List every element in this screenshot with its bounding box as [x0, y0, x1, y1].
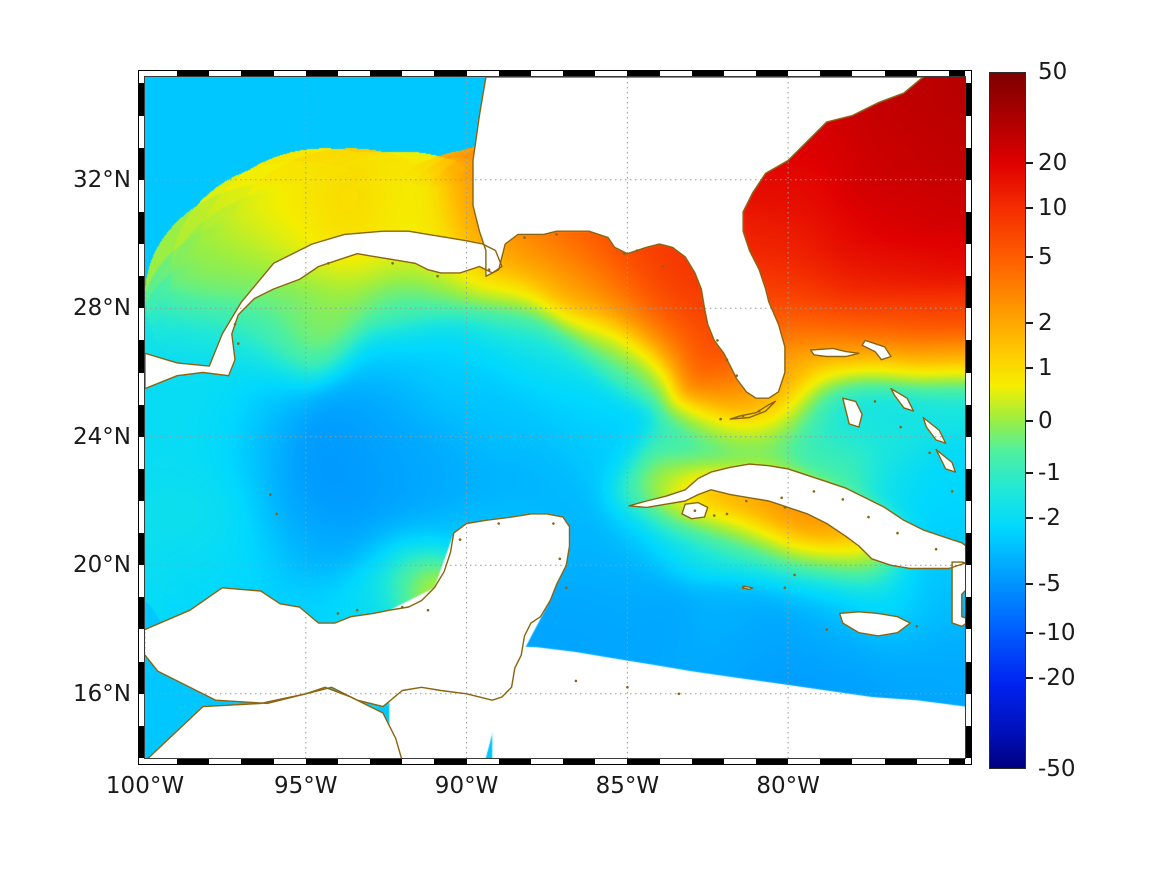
lat-tick-label: 24°N [73, 423, 131, 450]
lat-tick-label: 20°N [73, 552, 131, 579]
lat-tick-label: 16°N [73, 680, 131, 707]
colorbar-tick-label: 0 [1038, 407, 1053, 434]
land-mask-raster [145, 77, 965, 758]
colorbar-tick-mark [1026, 583, 1033, 586]
colorbar-tick-label: 50 [1038, 59, 1068, 85]
colorbar-tick-mark [1026, 517, 1033, 520]
colorbar-tick-label: -10 [1038, 620, 1076, 647]
colorbar-tick-label: 2 [1038, 309, 1053, 336]
colorbar-tick-mark [1026, 255, 1033, 258]
lat-tick-label: 32°N [73, 166, 131, 193]
colorbar-tick-mark [1026, 367, 1033, 370]
axis-frame-right [965, 70, 972, 765]
lat-tick-label: 28°N [73, 295, 131, 322]
colorbar-tick-label: -5 [1038, 571, 1061, 598]
colorbar-tick-label: -50 [1038, 756, 1076, 782]
lon-tick-label: 100°W [105, 773, 185, 799]
colorbar-gradient [989, 72, 1026, 769]
axis-frame-left [138, 70, 145, 765]
colorbar-tick-label: -20 [1038, 665, 1076, 692]
colorbar-tick-mark [1026, 632, 1033, 635]
colorbar-tick-mark [1026, 419, 1033, 422]
colorbar-tick-mark [1026, 321, 1033, 324]
map-plot-area[interactable] [145, 77, 965, 758]
lon-tick-label: 95°W [274, 773, 338, 799]
colorbar-tick-label: 20 [1038, 149, 1068, 176]
map-axes[interactable] [138, 70, 972, 765]
colorbar[interactable]: 50 20 10 5 2 1 0 -1 -2 -5 -10 -20 -50 [989, 59, 1076, 782]
axis-frame-bottom [138, 758, 972, 765]
colorbar-tick-mark [1026, 677, 1033, 680]
lon-tick-label: 80°W [756, 773, 820, 799]
lon-tick-label: 90°W [434, 773, 499, 799]
lon-tick-label: 85°W [595, 773, 660, 799]
colorbar-tick-label: -1 [1038, 459, 1061, 486]
colorbar-tick-mark [1026, 206, 1033, 209]
colorbar-tick-label: 1 [1038, 355, 1053, 382]
colorbar-tick-label: -2 [1038, 505, 1061, 532]
colorbar-tick-mark [1026, 471, 1033, 474]
colorbar-tick-mark [1026, 161, 1033, 164]
axis-frame-top [138, 70, 972, 77]
colorbar-tick-label: 10 [1038, 194, 1068, 221]
colorbar-tick-label: 5 [1038, 243, 1053, 270]
